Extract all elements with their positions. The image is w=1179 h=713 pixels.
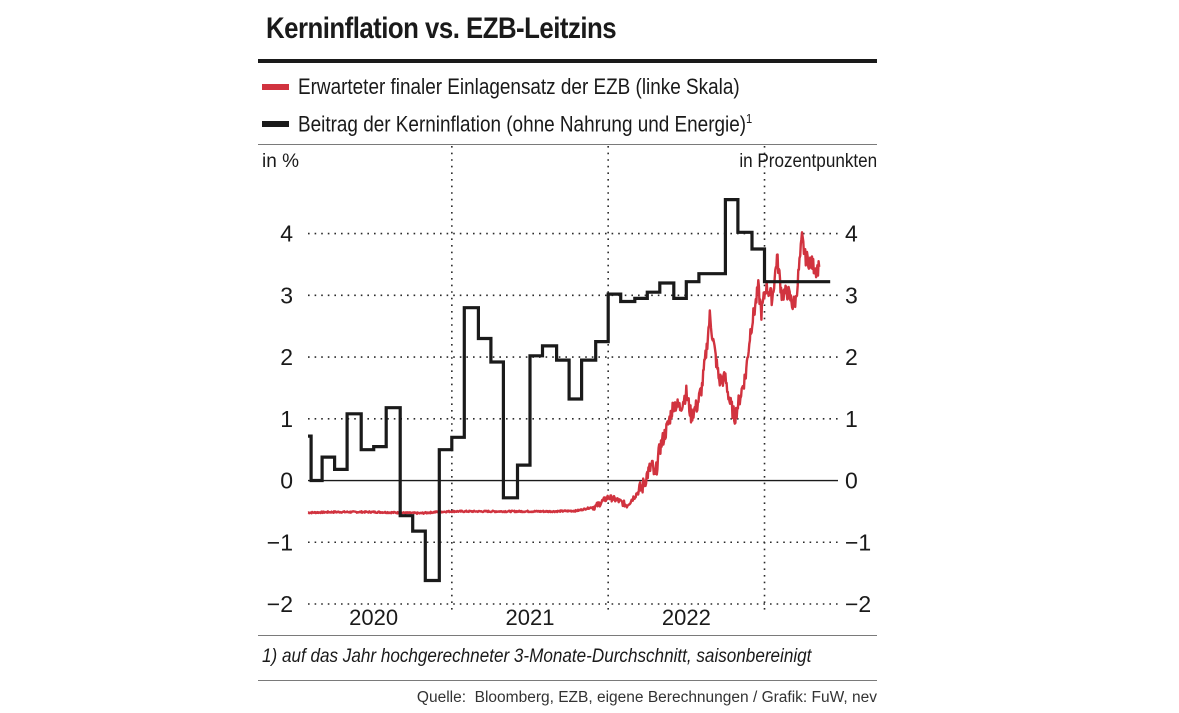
- legend-swatch-red: [262, 84, 289, 90]
- legend-label-text: Beitrag der Kerninflation (ohne Nahrung …: [298, 111, 747, 137]
- footnote-rule: [258, 635, 877, 636]
- legend-footnote-marker: 1: [746, 111, 753, 126]
- y-tick-label-right: −2: [845, 591, 871, 617]
- chart-title: Kerninflation vs. EZB-Leitzins: [266, 12, 617, 45]
- y-tick-label-right: 2: [845, 344, 858, 370]
- y-tick-label-right: −1: [845, 529, 871, 555]
- x-year-label: 2021: [506, 605, 555, 630]
- y-tick-label-right: 4: [845, 221, 858, 247]
- x-year-label: 2020: [349, 605, 398, 630]
- left-axis-unit: in %: [262, 151, 299, 172]
- x-year-label: 2022: [662, 605, 711, 630]
- y-tick-label-left: 2: [280, 344, 293, 370]
- legend-label-core-inflation: Beitrag der Kerninflation (ohne Nahrung …: [298, 111, 752, 137]
- footnote: 1) auf das Jahr hochgerechneter 3-Monate…: [262, 646, 812, 667]
- right-axis-unit: in Prozentpunkten: [739, 151, 877, 172]
- series-line-core-inflation: [308, 198, 831, 583]
- legend-rule: [258, 144, 877, 145]
- y-tick-label-left: 0: [280, 468, 293, 494]
- y-tick-label-left: 4: [280, 221, 293, 247]
- y-tick-label-right: 3: [845, 282, 858, 308]
- legend-item-deposit-rate: Erwarteter finaler Einlagensatz der EZB …: [262, 74, 812, 100]
- source-credit: Quelle: Bloomberg, EZB, eigene Berechnun…: [416, 689, 877, 706]
- y-tick-label-left: −1: [267, 529, 293, 555]
- source-rule: [258, 680, 877, 681]
- legend-label-deposit-rate: Erwarteter finaler Einlagensatz der EZB …: [298, 74, 740, 99]
- y-tick-label-left: 1: [280, 406, 293, 432]
- title-rule: [258, 59, 877, 63]
- series-line-deposit-rate: [307, 231, 821, 515]
- y-tick-label-left: −2: [267, 591, 293, 617]
- y-tick-label-right: 1: [845, 406, 858, 432]
- legend-swatch-black: [262, 121, 289, 128]
- y-tick-label-right: 0: [845, 468, 858, 494]
- legend-item-core-inflation: Beitrag der Kerninflation (ohne Nahrung …: [262, 111, 826, 137]
- y-tick-label-left: 3: [280, 282, 293, 308]
